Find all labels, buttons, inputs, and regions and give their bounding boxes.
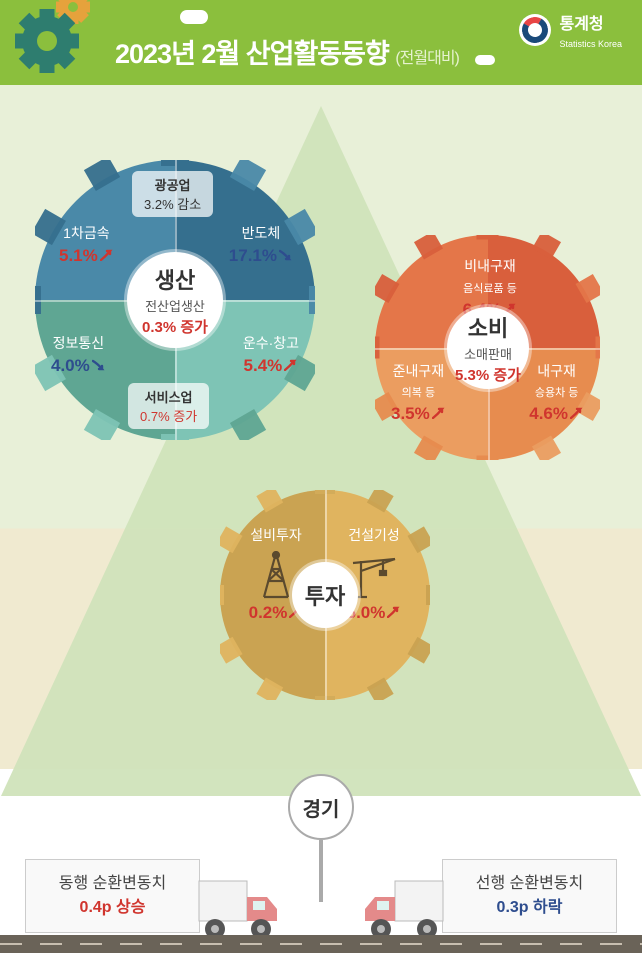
consumption-center: 소비 소매판매 5.3% 증가 [447,307,529,389]
item-name: 운수·창고 [243,335,299,351]
center-sub: 소매판매 [464,344,512,363]
item-name: 정보통신 [53,335,105,351]
item-durable: 내구재 승용차 등 4.6% [529,362,584,426]
sector-pct: 0.7% 증가 [140,409,197,424]
investment-gear: 설비투자 0.2% 건설기성 6.0% 투자 [220,490,430,700]
title-text: 2023년 2월 산업활동동향 [115,39,389,69]
center-title: 생산 [155,263,195,295]
item-pct: 5.1% [59,246,98,265]
indicator-label: 동행 순환변동치 [59,875,167,892]
indicator-value: 0.3p 하락 [497,899,563,916]
item-pct: 17.1% [229,246,277,265]
item-name: 1차금속 [63,225,109,241]
coincident-index-box: 동행 순환변동치 0.4p 상승 [25,859,200,933]
cloud-icon [475,55,495,65]
header: 2023년 2월 산업활동동향 (전월대비) 통계청 Statistics Ko… [0,0,642,85]
title-subtitle: (전월대비) [395,50,459,67]
item-sub: 승용차 등 [535,387,579,399]
production-center: 생산 전산업생산 0.3% 증가 [127,252,223,348]
sector-mining: 광공업 3.2% 감소 [132,171,213,217]
sector-name: 서비스업 [145,390,193,405]
center-pct: 0.3% 증가 [142,316,208,337]
consumption-gear: 비내구재 음식료품 등 6.4% 준내구재 의복 등 3.5% 내구재 승용차 … [375,235,600,460]
road [0,935,642,953]
item-name: 설비투자 [250,527,302,543]
page-root: 2023년 2월 산업활동동향 (전월대비) 통계청 Statistics Ko… [0,0,642,961]
sector-service: 서비스업 0.7% 증가 [128,383,209,429]
item-pct: 4.6% [529,404,568,423]
item-name: 건설기성 [348,527,400,543]
economy-sign: 경기 [288,774,354,902]
production-gear: 광공업 3.2% 감소 서비스업 0.7% 증가 1차금속 5.1% 반도체 1… [35,160,315,440]
header-gears-icon [15,0,115,75]
leading-index-box: 선행 순환변동치 0.3p 하락 [442,859,617,933]
org-name-en: Statistics Korea [559,39,622,49]
center-pct: 5.3% 증가 [455,364,521,385]
item-pct: 0.2% [249,603,288,622]
item-name: 반도체 [242,225,281,241]
indicator-value: 0.4p 상승 [80,899,146,916]
center-sub: 전산업생산 [145,296,205,315]
logo-icon [519,14,551,46]
cloud-icon [180,10,208,24]
item-name: 준내구재 [393,363,445,379]
indicator-label: 선행 순환변동치 [476,875,584,892]
item-semidurable: 준내구재 의복 등 3.5% [391,362,446,426]
sector-pct: 3.2% 감소 [144,197,201,212]
center-title: 투자 [305,579,345,611]
item-name: 내구재 [537,363,576,379]
item-transport: 운수·창고 5.4% [243,334,299,378]
item-pct: 5.4% [244,356,283,375]
item-sub: 음식료품 등 [463,283,517,295]
center-title: 소비 [468,311,508,343]
economy-section: 경기 동행 순환변동치 0.4p 상승 선행 순환변동치 0.3p 하락 [0,796,642,961]
item-pct: 3.5% [391,404,430,423]
org-name-kr: 통계청 [559,16,603,33]
page-title: 2023년 2월 산업활동동향 (전월대비) [115,32,459,71]
item-semiconductor: 반도체 17.1% [229,224,293,268]
item-sub: 의복 등 [402,387,435,399]
oil-rig-icon [256,551,296,599]
item-name: 비내구재 [464,258,516,274]
item-primary-metal: 1차금속 5.1% [59,224,114,268]
sign-label: 경기 [288,774,354,840]
investment-center: 투자 [292,562,358,628]
org-logo: 통계청 Statistics Korea [519,10,622,50]
item-ict: 정보통신 4.0% [51,334,106,378]
sector-name: 광공업 [155,178,191,193]
item-pct: 4.0% [51,356,90,375]
